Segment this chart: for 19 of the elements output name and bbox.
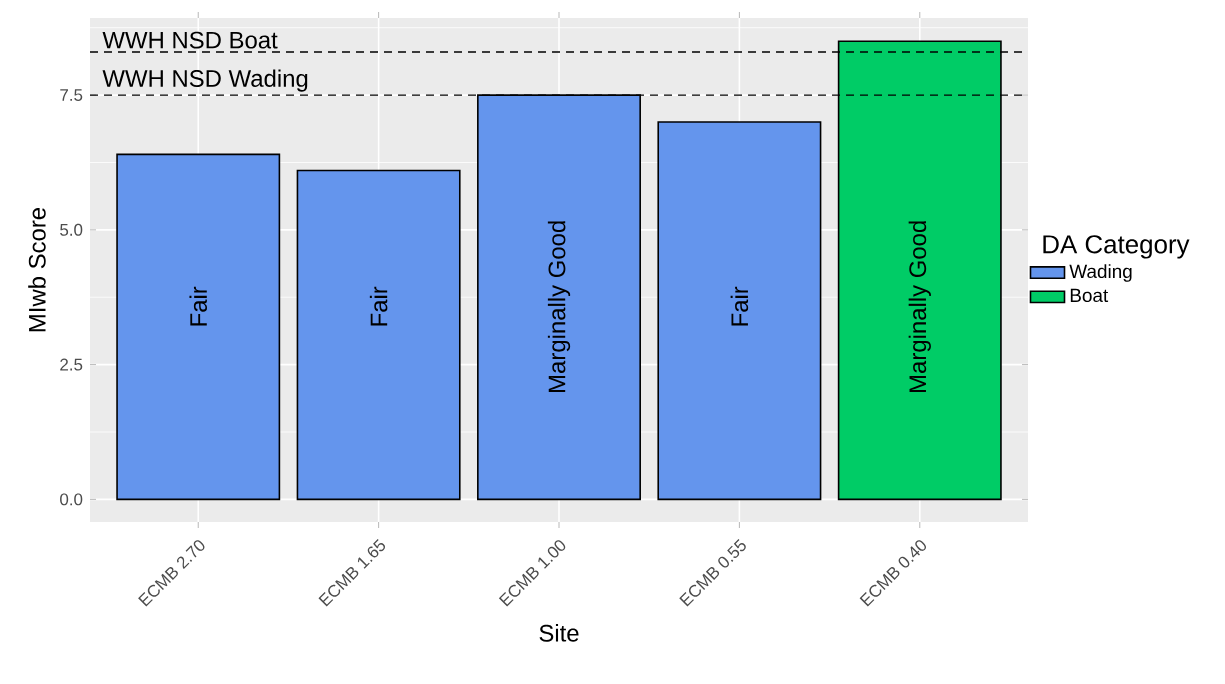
annotation: Fair [369, 286, 388, 326]
annotation: Marginally Good [908, 221, 931, 392]
y-tick-label: 2.5 [60, 358, 83, 371]
legend-title: DA Category [1043, 235, 1190, 259]
legend-label: Wading [1069, 264, 1132, 282]
annotation: Fair [189, 286, 207, 326]
legend-label: Boat [1070, 288, 1109, 303]
y-axis-title: MIwb Score [28, 207, 46, 332]
ref-line-label: WWH NSD Boat [102, 31, 278, 49]
bar [116, 153, 281, 501]
annotation: Marginally Good [547, 221, 571, 392]
annotation: Fair [730, 286, 749, 326]
bar [296, 169, 461, 501]
ref-line-label: WWH NSD Wading [102, 69, 308, 92]
x-axis-title: Site [539, 624, 579, 642]
bar [657, 121, 822, 501]
y-tick-label: 5.0 [60, 223, 83, 236]
y-tick-label: 7.5 [60, 89, 83, 101]
y-tick-label: 0.0 [60, 493, 83, 506]
